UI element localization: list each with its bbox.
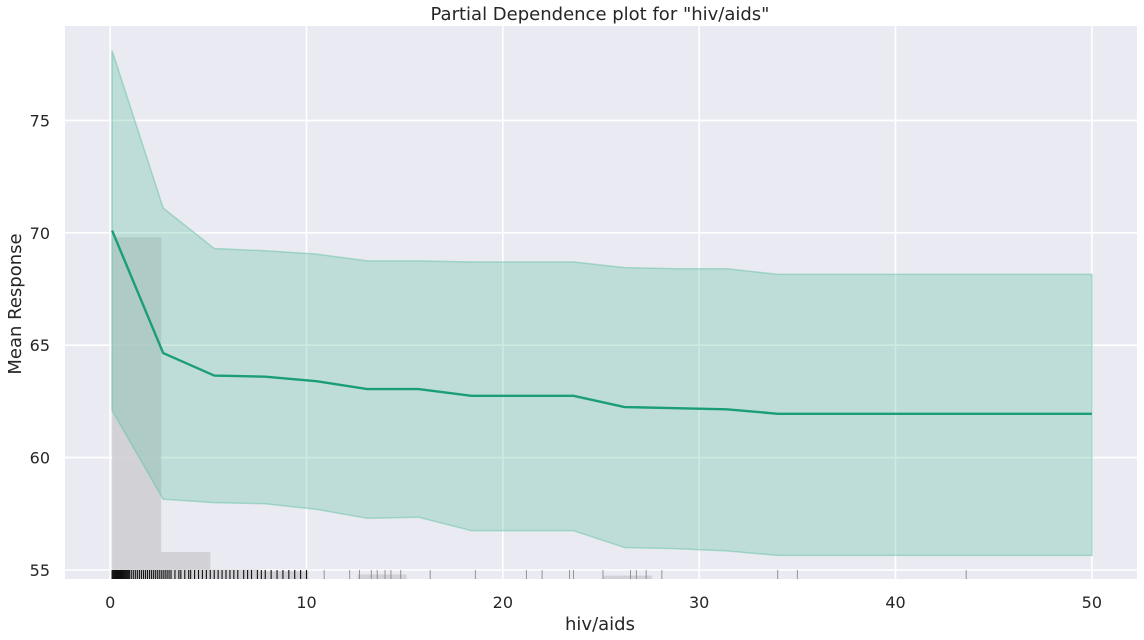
histogram-bar [210, 569, 260, 579]
histogram-bar [112, 237, 162, 579]
x-tick-label: 50 [1082, 593, 1102, 612]
x-tick-label: 30 [689, 593, 709, 612]
mean-response-line [111, 230, 1092, 415]
histogram-bar [259, 571, 309, 579]
y-tick-label: 70 [30, 224, 50, 243]
confidence-band-area [111, 50, 1093, 557]
y-tick-label: 55 [30, 561, 50, 580]
histogram-bar [602, 575, 653, 579]
x-tick-label: 10 [296, 593, 316, 612]
rug-marks [111, 570, 967, 579]
mean-response-series [111, 230, 1092, 415]
x-tick-label: 20 [493, 593, 513, 612]
x-axis-title: hiv/aids [565, 614, 635, 635]
histogram-bar [357, 574, 407, 579]
y-tick-labels: 55 60 65 70 75 [30, 111, 50, 580]
x-tick-label: 0 [105, 593, 115, 612]
chart-title: Partial Dependence plot for "hiv/aids" [431, 4, 770, 25]
confidence-band [111, 50, 1093, 557]
plot-area [65, 26, 1137, 579]
grid-lines [65, 26, 1137, 579]
x-tick-label: 40 [885, 593, 905, 612]
x-tick-labels: 0 10 20 30 40 50 [105, 593, 1102, 612]
y-tick-label: 60 [30, 449, 50, 468]
y-axis-title: Mean Response [5, 233, 26, 374]
y-tick-label: 75 [30, 111, 50, 130]
y-tick-label: 65 [30, 336, 50, 355]
histogram [112, 237, 653, 579]
